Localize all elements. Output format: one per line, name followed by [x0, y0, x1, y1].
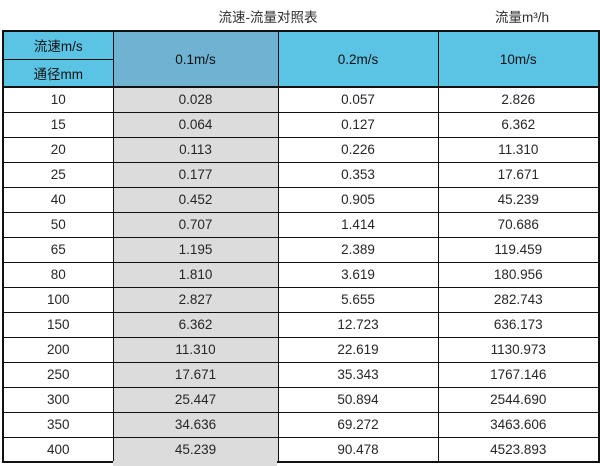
diameter-cell: 25: [2, 161, 114, 188]
flow-0-1ms-cell: 0.177: [112, 161, 279, 188]
flow-10ms-cell: 3463.606: [437, 411, 600, 438]
header-velocity-0-1ms: 0.1m/s: [112, 30, 279, 88]
header-velocity-label: 流速m/s: [2, 30, 114, 60]
table-body: 10 0.028 0.057 2.826 15 0.064 0.127 6.362 20 0.11…: [2, 86, 600, 463]
flow-10ms-cell: 180.956: [437, 261, 600, 288]
table-row: 300 25.447 50.894 2544.690: [2, 386, 600, 413]
header-velocity-0-2ms: 0.2m/s: [277, 30, 439, 88]
flow-10ms-cell: 17.671: [437, 161, 600, 188]
flow-10ms-cell: 636.173: [437, 311, 600, 338]
flow-0-2ms-cell: 2.389: [277, 236, 439, 263]
diameter-cell: 400: [2, 436, 114, 463]
table-row: 80 1.810 3.619 180.956: [2, 261, 600, 288]
flow-0-2ms-cell: 35.343: [277, 361, 439, 388]
flow-10ms-cell: 4523.893: [437, 436, 600, 463]
flow-10ms-cell: 119.459: [437, 236, 600, 263]
flow-0-2ms-cell: 50.894: [277, 386, 439, 413]
table-title: 流速-流量对照表: [218, 10, 318, 25]
diameter-cell: 15: [2, 111, 114, 138]
table-row: 25 0.177 0.353 17.671: [2, 161, 600, 188]
flow-0-1ms-cell: 0.064: [112, 111, 279, 138]
table-row: 200 11.310 22.619 1130.973: [2, 336, 600, 363]
flow-0-1ms-cell: 17.671: [112, 361, 279, 388]
diameter-cell: 300: [2, 386, 114, 413]
diameter-cell: 200: [2, 336, 114, 363]
gray-column-tail: [113, 461, 277, 466]
flow-0-1ms-cell: 6.362: [112, 311, 279, 338]
header-velocity-10ms: 10m/s: [437, 30, 600, 88]
flow-0-2ms-cell: 0.226: [277, 136, 439, 163]
flow-10ms-cell: 2.826: [437, 86, 600, 113]
table-row: 65 1.195 2.389 119.459: [2, 236, 600, 263]
flow-10ms-cell: 1130.973: [437, 336, 600, 363]
flow-0-2ms-cell: 1.414: [277, 211, 439, 238]
table-row: 250 17.671 35.343 1767.146: [2, 361, 600, 388]
flow-0-2ms-cell: 90.478: [277, 436, 439, 463]
flow-0-1ms-cell: 11.310: [112, 336, 279, 363]
flow-10ms-cell: 45.239: [437, 186, 600, 213]
flow-0-1ms-cell: 0.707: [112, 211, 279, 238]
diameter-cell: 150: [2, 311, 114, 338]
table-row: 50 0.707 1.414 70.686: [2, 211, 600, 238]
flow-0-1ms-cell: 1.810: [112, 261, 279, 288]
diameter-cell: 100: [2, 286, 114, 313]
table-row: 20 0.113 0.226 11.310: [2, 136, 600, 163]
diameter-cell: 80: [2, 261, 114, 288]
diameter-cell: 50: [2, 211, 114, 238]
flow-0-2ms-cell: 12.723: [277, 311, 439, 338]
flow-0-1ms-cell: 0.452: [112, 186, 279, 213]
flow-0-2ms-cell: 0.057: [277, 86, 439, 113]
flow-0-1ms-cell: 2.827: [112, 286, 279, 313]
diameter-cell: 65: [2, 236, 114, 263]
flow-10ms-cell: 11.310: [437, 136, 600, 163]
table-row: 150 6.362 12.723 636.173: [2, 311, 600, 338]
flow-0-1ms-cell: 45.239: [112, 436, 279, 463]
flow-rate-unit-label: 流量m³/h: [495, 10, 549, 25]
flow-0-2ms-cell: 3.619: [277, 261, 439, 288]
flow-0-2ms-cell: 22.619: [277, 336, 439, 363]
diameter-cell: 250: [2, 361, 114, 388]
diameter-cell: 10: [2, 86, 114, 113]
table-row: 40 0.452 0.905 45.239: [2, 186, 600, 213]
table-row: 400 45.239 90.478 4523.893: [2, 436, 600, 463]
table-header: 流速m/s 0.1m/s 0.2m/s 10m/s 通径mm: [2, 30, 600, 88]
flow-0-2ms-cell: 0.353: [277, 161, 439, 188]
table-row: 350 34.636 69.272 3463.606: [2, 411, 600, 438]
flow-10ms-cell: 1767.146: [437, 361, 600, 388]
flow-0-1ms-cell: 34.636: [112, 411, 279, 438]
table-row: 100 2.827 5.655 282.743: [2, 286, 600, 313]
flow-0-1ms-cell: 1.195: [112, 236, 279, 263]
flow-0-2ms-cell: 0.905: [277, 186, 439, 213]
table-row: 15 0.064 0.127 6.362: [2, 111, 600, 138]
diameter-cell: 20: [2, 136, 114, 163]
flow-0-1ms-cell: 0.113: [112, 136, 279, 163]
flow-0-1ms-cell: 25.447: [112, 386, 279, 413]
flow-0-2ms-cell: 69.272: [277, 411, 439, 438]
diameter-cell: 350: [2, 411, 114, 438]
flow-0-1ms-cell: 0.028: [112, 86, 279, 113]
flow-0-2ms-cell: 0.127: [277, 111, 439, 138]
flow-10ms-cell: 282.743: [437, 286, 600, 313]
flow-10ms-cell: 2544.690: [437, 386, 600, 413]
table-row: 10 0.028 0.057 2.826: [2, 86, 600, 113]
flow-0-2ms-cell: 5.655: [277, 286, 439, 313]
diameter-cell: 40: [2, 186, 114, 213]
title-bar: 流速-流量对照表 流量m³/h: [0, 0, 600, 30]
flow-rate-table: 流速m/s 0.1m/s 0.2m/s 10m/s 通径mm 10 0.028 0.…: [2, 30, 600, 463]
flow-10ms-cell: 70.686: [437, 211, 600, 238]
header-diameter-label: 通径mm: [2, 58, 114, 88]
flow-10ms-cell: 6.362: [437, 111, 600, 138]
